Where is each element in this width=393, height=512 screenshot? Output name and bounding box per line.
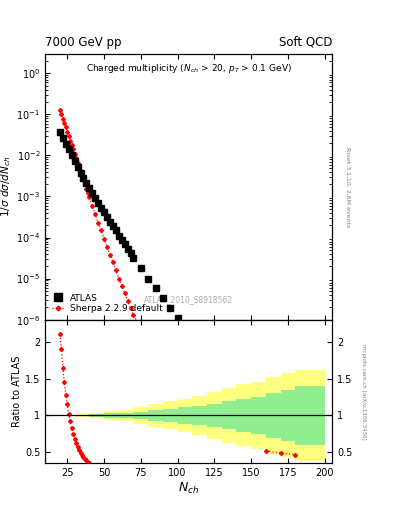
ATLAS (128, 250, 133, 257)
ATLAS (175, 315, 180, 321)
ATLAS (72, 158, 77, 164)
Sherpa 2.2.9 default (125, 297, 130, 304)
Line: ATLAS: ATLAS (57, 129, 298, 512)
ATLAS (160, 295, 165, 302)
Y-axis label: Ratio to ATLAS: Ratio to ATLAS (12, 356, 22, 427)
Line: Sherpa 2.2.9 default: Sherpa 2.2.9 default (59, 109, 311, 512)
ATLAS (190, 334, 195, 340)
X-axis label: $N_{ch}$: $N_{ch}$ (178, 481, 199, 496)
ATLAS (119, 237, 124, 243)
Sherpa 2.2.9 default (138, 325, 143, 331)
ATLAS (75, 164, 80, 170)
ATLAS (125, 246, 130, 252)
ATLAS (122, 241, 127, 247)
ATLAS (146, 275, 151, 282)
Legend: ATLAS, Sherpa 2.2.9 default: ATLAS, Sherpa 2.2.9 default (50, 292, 164, 315)
ATLAS (69, 153, 74, 159)
Y-axis label: mcplots.cern.ch [arXiv:1306.3436]: mcplots.cern.ch [arXiv:1306.3436] (361, 344, 365, 439)
ATLAS (168, 305, 173, 311)
Text: Charged multiplicity ($N_{ch}$ > 20, $p_T$ > 0.1 GeV): Charged multiplicity ($N_{ch}$ > 20, $p_… (86, 62, 292, 75)
ATLAS (264, 424, 268, 430)
Sherpa 2.2.9 default (57, 106, 62, 113)
Y-axis label: $1/\sigma\ d\sigma/dN_{ch}$: $1/\sigma\ d\sigma/dN_{ch}$ (0, 156, 13, 217)
Sherpa 2.2.9 default (81, 177, 86, 183)
ATLAS (84, 180, 89, 186)
Y-axis label: Rivet 3.1.10, 2.6M events: Rivet 3.1.10, 2.6M events (345, 146, 350, 227)
ATLAS (81, 175, 86, 181)
ATLAS (93, 195, 97, 201)
Sherpa 2.2.9 default (74, 155, 79, 161)
Text: Soft QCD: Soft QCD (279, 36, 332, 49)
ATLAS (57, 129, 62, 135)
ATLAS (99, 205, 103, 211)
ATLAS (234, 389, 239, 395)
ATLAS (293, 511, 298, 512)
ATLAS (108, 219, 112, 225)
ATLAS (87, 185, 92, 191)
ATLAS (249, 407, 253, 413)
ATLAS (102, 209, 107, 216)
ATLAS (116, 233, 121, 239)
Text: ATLAS_2010_S8918562: ATLAS_2010_S8918562 (144, 295, 233, 304)
ATLAS (66, 146, 71, 153)
ATLAS (110, 223, 115, 229)
ATLAS (205, 353, 209, 359)
ATLAS (131, 255, 136, 261)
ATLAS (63, 141, 68, 147)
ATLAS (90, 190, 95, 196)
ATLAS (278, 441, 283, 447)
ATLAS (61, 135, 65, 141)
ATLAS (78, 169, 83, 176)
ATLAS (219, 372, 224, 378)
ATLAS (114, 227, 118, 233)
Sherpa 2.2.9 default (80, 173, 84, 179)
ATLAS (153, 285, 158, 291)
ATLAS (105, 214, 109, 220)
ATLAS (96, 200, 101, 206)
ATLAS (138, 265, 143, 271)
Text: 7000 GeV pp: 7000 GeV pp (45, 36, 122, 49)
